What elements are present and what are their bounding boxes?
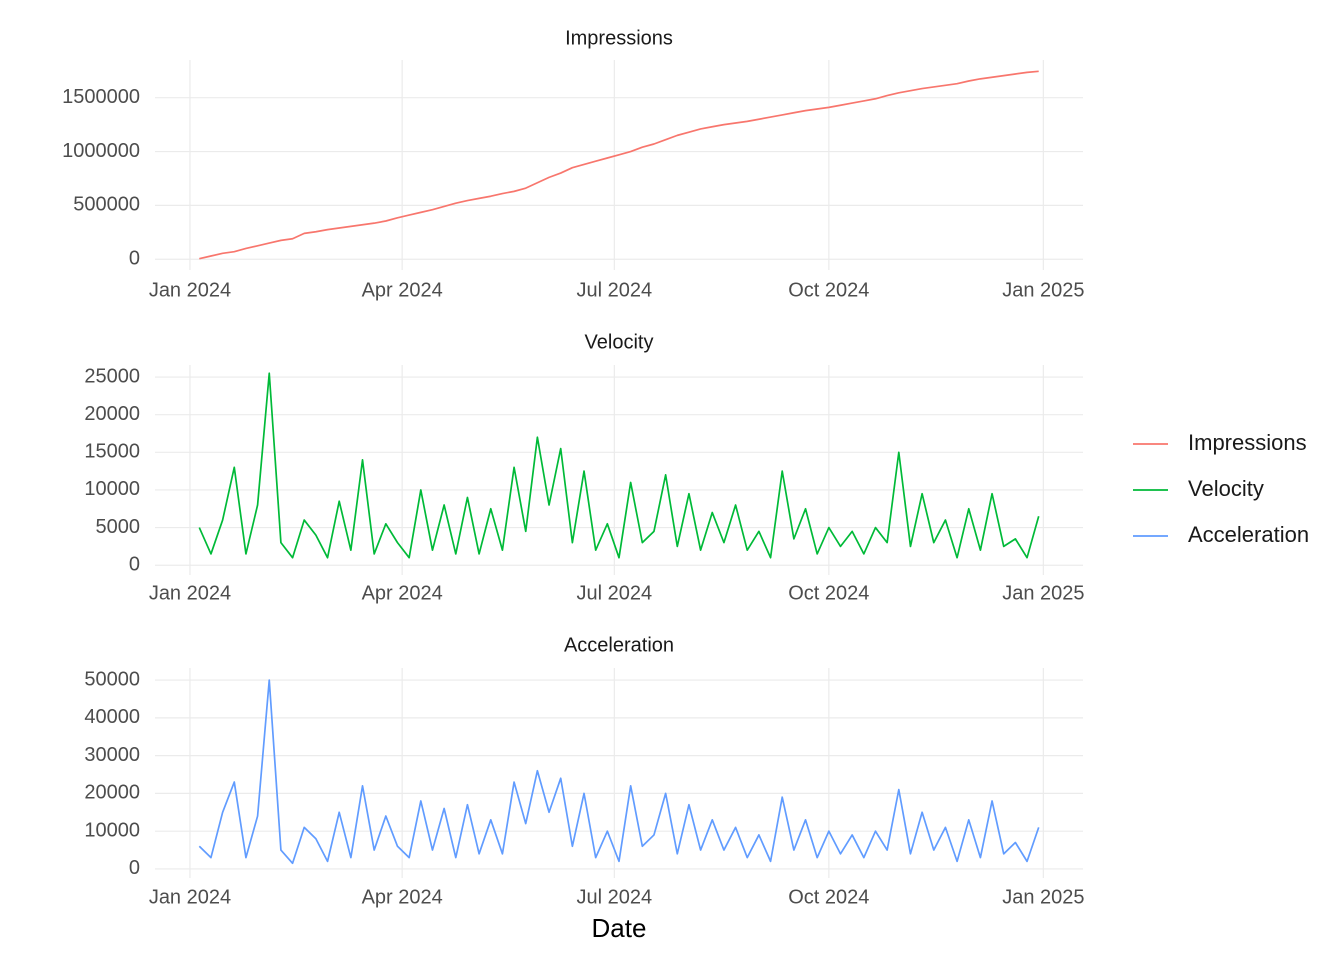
series-line <box>198 679 1040 865</box>
x-tick-label: Oct 2024 <box>788 279 869 301</box>
series-line <box>198 372 1040 559</box>
y-tick-label: 20000 <box>84 403 140 425</box>
x-tick-label: Oct 2024 <box>788 582 869 604</box>
y-tick-label: 0 <box>129 857 140 879</box>
x-tick-label: Jul 2024 <box>577 886 653 908</box>
y-tick-label: 5000 <box>96 516 141 538</box>
x-tick-label: Apr 2024 <box>362 886 443 908</box>
x-tick-label: Apr 2024 <box>362 582 443 604</box>
y-tick-label: 0 <box>129 553 140 575</box>
x-tick-label: Jan 2024 <box>149 279 231 301</box>
x-tick-label: Jan 2025 <box>1002 279 1084 301</box>
x-tick-label: Jan 2025 <box>1002 582 1084 604</box>
y-tick-label: 500000 <box>73 194 140 216</box>
y-tick-label: 1000000 <box>62 140 140 162</box>
y-tick-label: 40000 <box>84 706 140 728</box>
y-tick-label: 10000 <box>84 478 140 500</box>
panel-title: Acceleration <box>564 634 674 656</box>
legend-label: Velocity <box>1188 476 1264 501</box>
y-tick-label: 25000 <box>84 365 140 387</box>
legend-label: Impressions <box>1188 430 1307 455</box>
y-tick-label: 30000 <box>84 744 140 766</box>
y-tick-label: 50000 <box>84 668 140 690</box>
x-tick-label: Apr 2024 <box>362 279 443 301</box>
panel-title: Velocity <box>585 331 654 353</box>
x-tick-label: Jan 2024 <box>149 582 231 604</box>
y-tick-label: 10000 <box>84 819 140 841</box>
legend-label: Acceleration <box>1188 522 1309 547</box>
x-tick-label: Oct 2024 <box>788 886 869 908</box>
series-line <box>199 70 1039 260</box>
y-tick-label: 1500000 <box>62 86 140 108</box>
x-tick-label: Jan 2025 <box>1002 886 1084 908</box>
x-tick-label: Jan 2024 <box>149 886 231 908</box>
x-axis-label: Date <box>592 913 647 943</box>
x-tick-label: Jul 2024 <box>577 582 653 604</box>
x-tick-label: Jul 2024 <box>577 279 653 301</box>
y-tick-label: 0 <box>129 248 140 270</box>
y-tick-label: 20000 <box>84 782 140 804</box>
panel-title: Impressions <box>565 27 673 49</box>
y-tick-label: 15000 <box>84 441 140 463</box>
